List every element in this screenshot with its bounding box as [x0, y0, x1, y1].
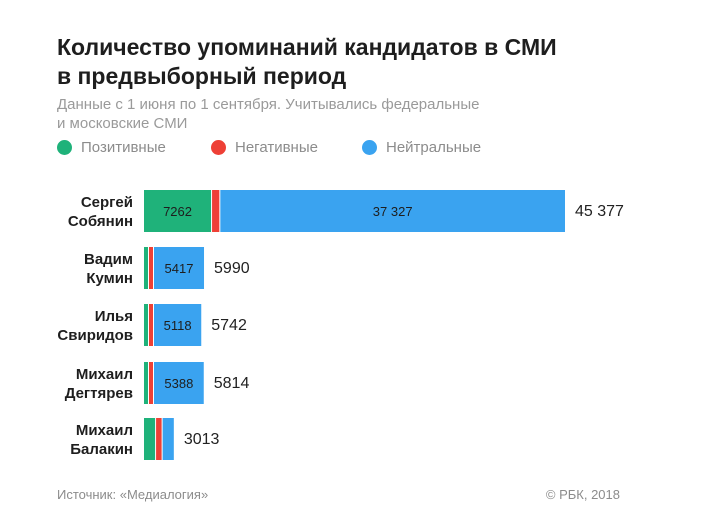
- chart-subtitle-line-1: Данные с 1 июня по 1 сентября. Учитывали…: [57, 96, 480, 113]
- segment-value-label: 5118: [164, 318, 192, 333]
- bar-segment-neutral: [154, 362, 204, 404]
- bar-segment-positive: [144, 362, 148, 404]
- legend-dot-negative-icon: [211, 140, 226, 155]
- source-note: Источник: «Медиалогия»: [57, 487, 209, 502]
- chart-subtitle-line-2: и московские СМИ: [57, 115, 188, 132]
- chart-title: Количество упоминаний кандидатов в СМИ в…: [57, 33, 657, 91]
- bar-segment-positive: [144, 418, 156, 460]
- legend-dot-neutral-icon: [362, 140, 377, 155]
- category-label-line-1: Михаил: [76, 422, 133, 439]
- category-label-line-2: Кумин: [86, 270, 133, 287]
- bar-total-label: 5990: [214, 260, 250, 277]
- legend-dot-positive-icon: [57, 140, 72, 155]
- chart-title-line-1: Количество упоминаний кандидатов в СМИ: [57, 34, 557, 60]
- category-label-line-2: Дегтярев: [65, 385, 133, 402]
- bar-segment-negative: [149, 362, 153, 404]
- bar-segment-negative: [212, 190, 220, 232]
- bar-segment-negative: [156, 418, 162, 460]
- bar-segment-negative: [149, 304, 153, 346]
- chart-title-line-2: в предвыборный период: [57, 63, 347, 89]
- category-label-line-2: Собянин: [68, 213, 133, 230]
- chart-subtitle: Данные с 1 июня по 1 сентября. Учитывали…: [57, 95, 537, 133]
- segment-value-label: 37 327: [373, 204, 413, 219]
- chart-legend: Позитивные Негативные Нейтральные: [57, 139, 677, 161]
- category-label-line-1: Вадим: [84, 251, 133, 268]
- category-label-line-2: Балакин: [70, 441, 133, 458]
- bar-segment-neutral: [162, 418, 174, 460]
- bar-total-label: 45 377: [575, 203, 624, 220]
- legend-item-positive: Позитивные: [57, 139, 166, 156]
- category-label-line-1: Илья: [95, 308, 133, 325]
- segment-value-label: 5388: [164, 376, 193, 391]
- bar-total-label: 5814: [214, 375, 250, 392]
- segment-value-label: 5417: [165, 261, 194, 276]
- legend-item-negative: Негативные: [211, 139, 318, 156]
- category-label-line-1: Сергей: [81, 194, 133, 211]
- category-label-line-1: Михаил: [76, 366, 133, 383]
- bar-segment-positive: [144, 304, 148, 346]
- bar-segment-positive: [144, 247, 148, 289]
- legend-label-negative: Негативные: [235, 139, 318, 156]
- segment-value-label: 7262: [163, 204, 192, 219]
- bar-segment-neutral: [220, 190, 565, 232]
- bar-segment-negative: [149, 247, 153, 289]
- legend-label-positive: Позитивные: [81, 139, 166, 156]
- bar-segment-neutral: [154, 304, 202, 346]
- bar-segment-neutral: [154, 247, 205, 289]
- bar-total-label: 5742: [211, 317, 247, 334]
- bar-total-label: 3013: [184, 431, 220, 448]
- legend-item-neutral: Нейтральные: [362, 139, 481, 156]
- copyright-note: © РБК, 2018: [545, 487, 620, 502]
- bar-segment-positive: [144, 190, 212, 232]
- category-label-line-2: Свиридов: [57, 327, 133, 344]
- legend-label-neutral: Нейтральные: [386, 139, 482, 156]
